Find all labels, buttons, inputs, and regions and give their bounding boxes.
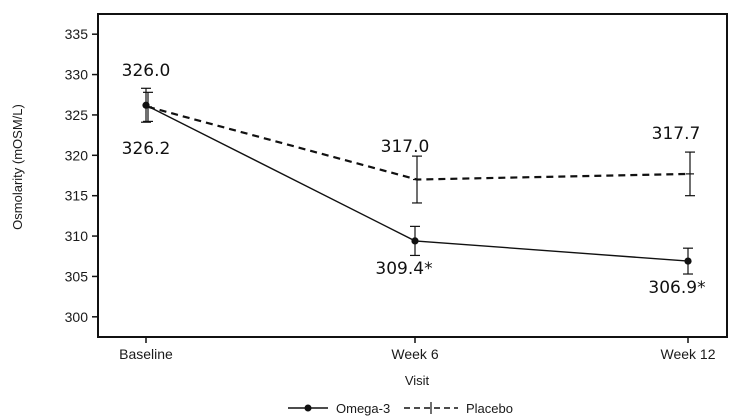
y-tick-label: 335 <box>65 26 89 42</box>
y-axis-title: Osmolarity (mOSM/L) <box>10 104 25 230</box>
data-label-omega3: 326.2 <box>122 139 171 159</box>
x-tick-label: Week 12 <box>661 346 716 362</box>
data-point-omega3 <box>684 257 692 265</box>
x-axis-title: Visit <box>405 373 430 388</box>
y-tick-label: 315 <box>65 188 89 204</box>
x-tick-label: Week 6 <box>391 346 438 362</box>
plot-area-frame <box>97 13 728 338</box>
data-label-placebo: 317.0 <box>381 137 430 157</box>
data-label-omega3: 309.4* <box>375 259 432 279</box>
y-tick-label: 330 <box>65 67 89 83</box>
data-label-omega3: 306.9* <box>648 278 705 298</box>
data-label-placebo: 326.0 <box>122 61 171 81</box>
legend-placebo-label: Placebo <box>466 401 513 416</box>
y-tick-label: 300 <box>65 309 89 325</box>
legend-omega3-label: Omega-3 <box>336 401 390 416</box>
legend: Omega-3 Placebo <box>288 401 513 416</box>
data-point-omega3 <box>411 237 419 245</box>
y-tick-label: 305 <box>65 268 89 284</box>
data-label-placebo: 317.7 <box>652 124 701 144</box>
y-tick-label: 320 <box>65 147 89 163</box>
legend-omega3-marker <box>304 404 312 412</box>
x-tick-label: Baseline <box>119 346 173 362</box>
series-placebo <box>143 91 695 204</box>
y-tick-label: 325 <box>65 107 89 123</box>
y-tick-label: 310 <box>65 228 89 244</box>
